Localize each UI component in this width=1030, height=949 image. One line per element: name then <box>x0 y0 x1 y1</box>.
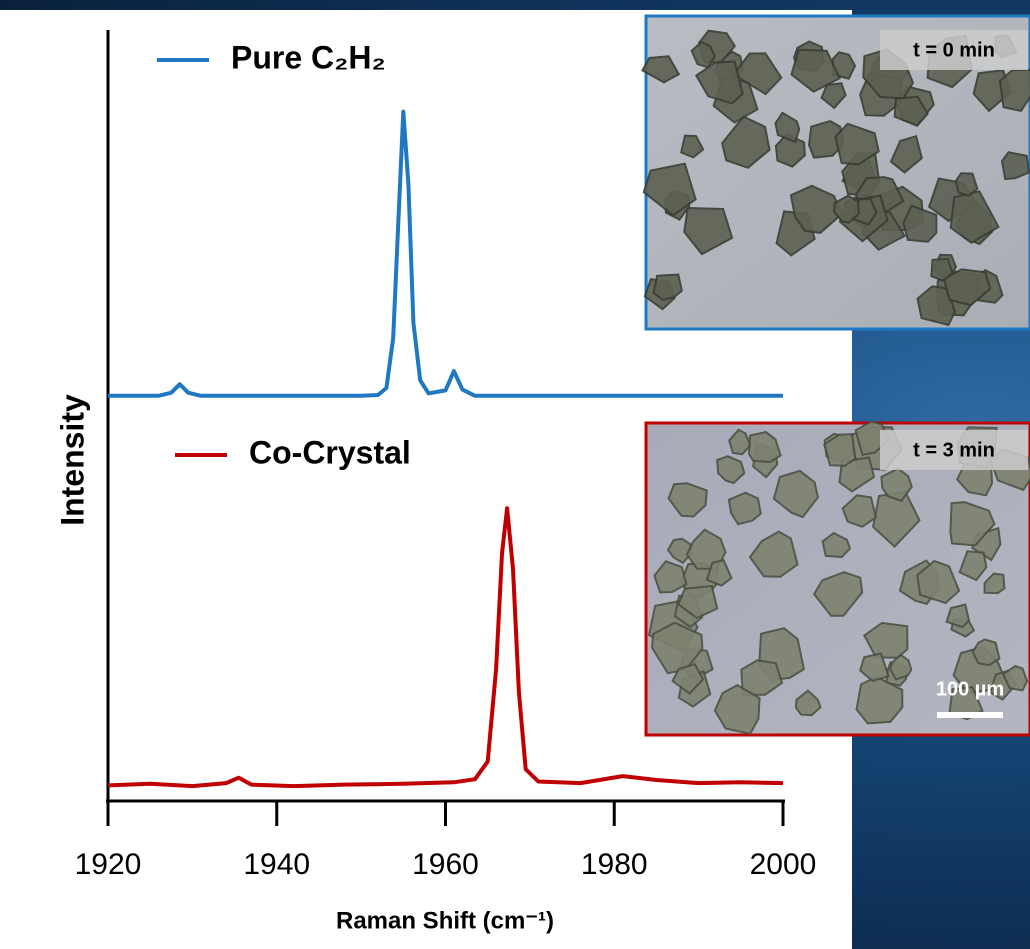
scale-bar <box>937 712 1003 718</box>
x-tick-label: 1960 <box>412 848 479 881</box>
crystal <box>1000 70 1030 111</box>
crystal <box>947 605 969 628</box>
x-tick-label: 1920 <box>75 848 142 881</box>
x-tick-label: 1980 <box>581 848 648 881</box>
x-tick-label: 2000 <box>750 848 817 881</box>
crystal <box>1002 152 1029 179</box>
inset-label: t = 3 min <box>913 439 995 461</box>
x-tick-label: 1940 <box>243 848 310 881</box>
chart: t = 0 min t = 3 min 100 µm Intensity Ram… <box>0 0 1030 949</box>
scale-label: 100 µm <box>936 678 1004 700</box>
page: t = 0 min t = 3 min 100 µm Intensity Ram… <box>0 0 1030 949</box>
legend-label: Pure C₂H₂ <box>231 39 386 75</box>
legend-label: Co-Crystal <box>249 434 411 470</box>
x-axis-label: Raman Shift (cm⁻¹) <box>336 907 554 934</box>
y-axis-label: Intensity <box>54 394 90 526</box>
crystal <box>956 173 978 195</box>
inset-label: t = 0 min <box>913 39 995 61</box>
